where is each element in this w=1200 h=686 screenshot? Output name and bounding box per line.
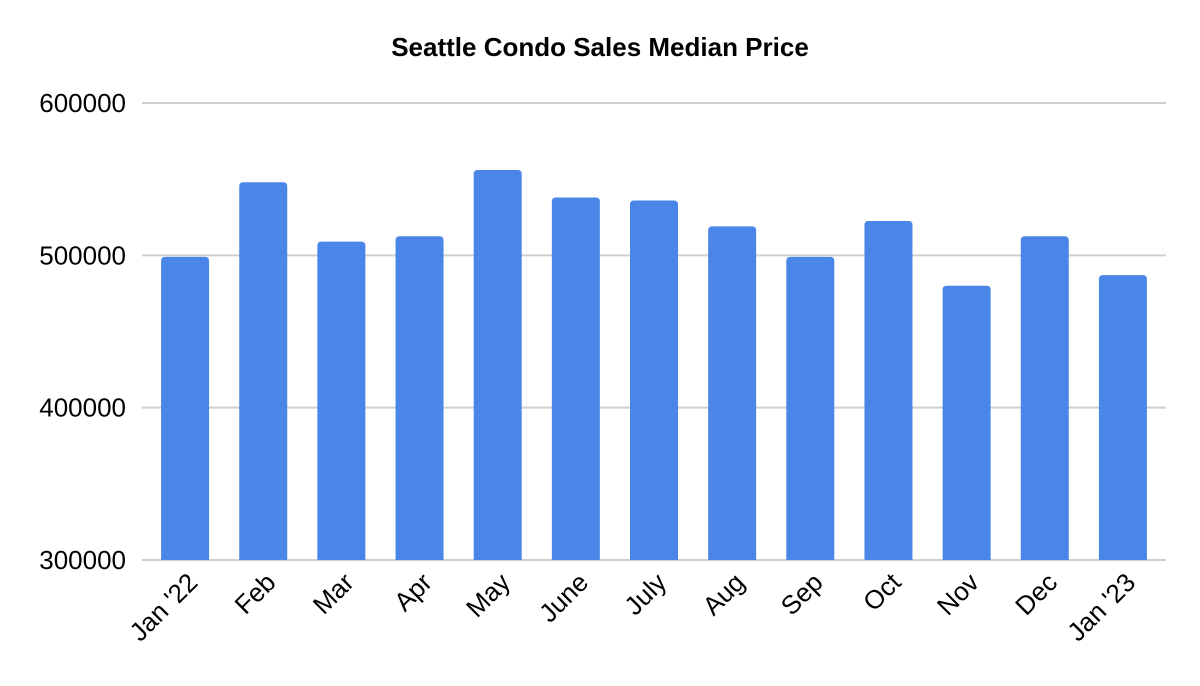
x-tick-label: Feb (229, 567, 282, 620)
chart-title: Seattle Condo Sales Median Price (391, 32, 809, 62)
bar (630, 200, 678, 560)
bar (708, 226, 757, 560)
y-tick-label: 300000 (39, 545, 126, 575)
x-tick-label: May (460, 567, 516, 623)
bars (161, 170, 1147, 561)
x-tick-label: July (618, 567, 672, 621)
bar (239, 182, 288, 561)
x-tick-label: Jan '23 (1061, 567, 1141, 647)
x-tick-label: June (533, 567, 594, 628)
x-tick-label: Dec (1009, 567, 1063, 621)
y-tick-label: 600000 (39, 88, 126, 118)
x-tick-label: Aug (696, 567, 750, 621)
bar (942, 285, 991, 560)
x-axis-tick-labels: Jan '22 Feb Mar Apr May June July Aug Sep Oct Nov D… (123, 566, 1141, 646)
x-tick-label: Sep (775, 567, 829, 621)
y-tick-label: 400000 (39, 393, 126, 423)
y-tick-label: 500000 (39, 240, 126, 270)
bar (551, 197, 600, 561)
bar (473, 170, 522, 560)
bar (1098, 275, 1147, 560)
bar (161, 256, 210, 560)
x-tick-label: Apr (388, 567, 438, 617)
x-tick-label: Nov (931, 567, 985, 621)
x-tick-label: Jan '22 (123, 567, 203, 647)
x-tick-label: Mar (307, 567, 360, 620)
bar (786, 256, 835, 560)
bar (317, 241, 366, 560)
y-axis-tick-labels: 300000 400000 500000 600000 (39, 88, 126, 575)
bar (864, 221, 913, 560)
x-tick-label: Oct (857, 566, 907, 616)
bar (395, 236, 444, 560)
bar (1020, 236, 1069, 560)
